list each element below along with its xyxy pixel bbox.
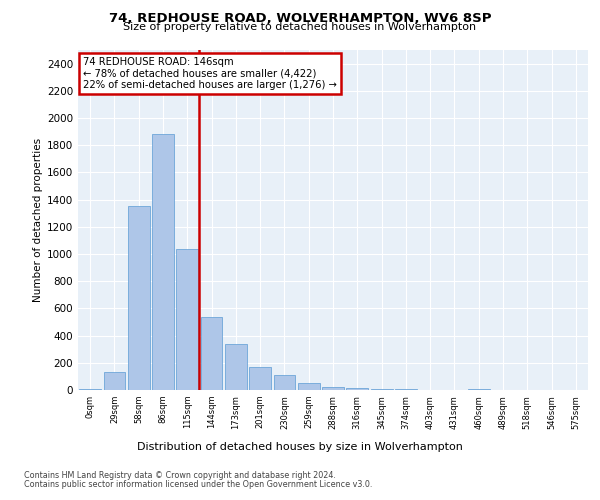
- Bar: [298, 382, 320, 390]
- Text: Contains public sector information licensed under the Open Government Licence v3: Contains public sector information licen…: [24, 480, 373, 489]
- Bar: [104, 372, 125, 390]
- Text: 74 REDHOUSE ROAD: 146sqm
← 78% of detached houses are smaller (4,422)
22% of sem: 74 REDHOUSE ROAD: 146sqm ← 78% of detach…: [83, 57, 337, 90]
- Bar: [128, 206, 149, 390]
- Bar: [274, 375, 295, 390]
- Y-axis label: Number of detached properties: Number of detached properties: [33, 138, 43, 302]
- Bar: [152, 134, 174, 390]
- Text: 74, REDHOUSE ROAD, WOLVERHAMPTON, WV6 8SP: 74, REDHOUSE ROAD, WOLVERHAMPTON, WV6 8S…: [109, 12, 491, 26]
- Bar: [468, 388, 490, 390]
- Text: Distribution of detached houses by size in Wolverhampton: Distribution of detached houses by size …: [137, 442, 463, 452]
- Bar: [225, 344, 247, 390]
- Bar: [176, 248, 198, 390]
- Text: Size of property relative to detached houses in Wolverhampton: Size of property relative to detached ho…: [124, 22, 476, 32]
- Bar: [249, 367, 271, 390]
- Bar: [371, 389, 392, 390]
- Bar: [322, 386, 344, 390]
- Bar: [200, 316, 223, 390]
- Text: Contains HM Land Registry data © Crown copyright and database right 2024.: Contains HM Land Registry data © Crown c…: [24, 471, 336, 480]
- Bar: [346, 388, 368, 390]
